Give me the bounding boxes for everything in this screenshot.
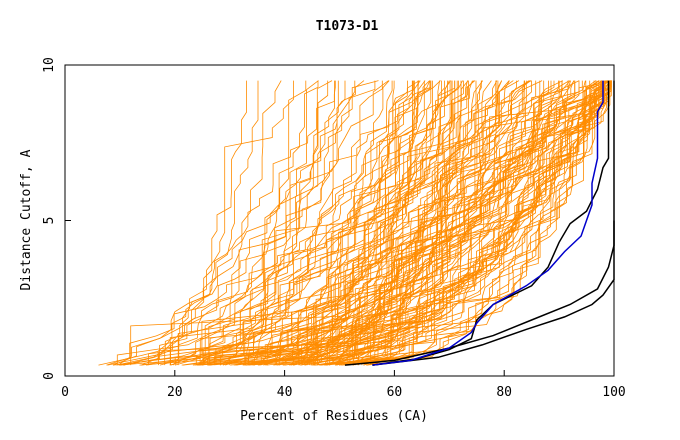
model-line (336, 80, 610, 366)
model-line (282, 80, 575, 366)
x-tick-label: 100 (602, 385, 625, 400)
x-tick-label: 40 (277, 385, 293, 400)
model-line (304, 80, 586, 366)
model-line (207, 80, 612, 366)
model-line (338, 80, 611, 366)
model-line (196, 80, 335, 366)
chart-title: T1073-D1 (316, 19, 379, 34)
model-line (140, 80, 336, 366)
model-line (324, 80, 612, 366)
model-line (113, 80, 414, 366)
model-line (171, 80, 389, 366)
model-line (236, 80, 346, 366)
model-line (116, 80, 247, 366)
model-line (301, 80, 475, 366)
x-axis-label: Percent of Residues (CA) (240, 409, 428, 424)
x-tick-label: 60 (387, 385, 403, 400)
model-line (352, 80, 612, 366)
model-line (139, 80, 545, 366)
model-line (284, 80, 563, 366)
model-line (313, 80, 571, 366)
model-line (116, 80, 587, 366)
model-line (174, 80, 448, 366)
model-line (169, 80, 307, 366)
model-line (306, 80, 459, 366)
model-line (195, 80, 333, 366)
model-line (344, 80, 612, 366)
x-tick-label: 80 (496, 385, 512, 400)
model-line (123, 80, 259, 366)
model-line (278, 80, 421, 366)
model-line (245, 80, 597, 366)
model-lines (98, 80, 612, 366)
model-line (98, 80, 525, 366)
model-line (335, 80, 537, 366)
model-line (107, 80, 282, 366)
model-line (247, 80, 451, 366)
model-line (159, 80, 611, 366)
model-line (345, 80, 543, 366)
y-axis-label: Distance Cutoff, A (19, 149, 34, 290)
model-line (266, 80, 476, 366)
x-tick-label: 20 (167, 385, 183, 400)
model-line (182, 80, 597, 366)
model-line (341, 80, 591, 366)
model-line (202, 80, 605, 366)
y-tick-label: 10 (42, 57, 57, 73)
model-line (312, 80, 559, 366)
model-line (288, 80, 409, 366)
model-line (314, 80, 477, 366)
y-tick-label: 0 (42, 372, 57, 380)
model-line (202, 80, 602, 366)
model-line (254, 80, 379, 366)
x-axis: 0 20 40 60 80 100 (61, 370, 626, 400)
model-line (201, 80, 356, 366)
model-line (366, 80, 552, 366)
model-line (292, 80, 549, 366)
model-line (222, 80, 609, 366)
model-line (320, 80, 612, 366)
model-line (198, 80, 517, 366)
model-line (276, 80, 527, 366)
model-line (335, 80, 576, 366)
model-line (170, 80, 294, 366)
model-line (177, 80, 339, 366)
model-line (230, 80, 463, 366)
model-line (342, 80, 612, 366)
model-line (336, 80, 575, 366)
model-line (363, 80, 560, 366)
model-line (112, 80, 612, 366)
model-line (325, 80, 514, 366)
model-line (130, 80, 612, 366)
y-tick-label: 5 (42, 217, 57, 225)
model-line (275, 80, 570, 366)
model-line (158, 80, 415, 366)
model-line (198, 80, 365, 366)
model-line (363, 80, 520, 366)
model-line (172, 80, 432, 366)
model-line (349, 80, 470, 366)
model-line (273, 80, 464, 366)
y-axis: 0 5 10 (42, 57, 71, 380)
model-line (357, 80, 498, 366)
model-line (245, 80, 458, 366)
highlight-line-black (372, 80, 610, 366)
highlight-line-blue (372, 80, 604, 366)
model-line (313, 80, 600, 366)
model-line (117, 80, 376, 366)
model-line (119, 80, 529, 366)
x-tick-label: 0 (61, 385, 69, 400)
model-line (300, 80, 612, 366)
model-line (313, 80, 432, 366)
model-line (204, 80, 420, 366)
